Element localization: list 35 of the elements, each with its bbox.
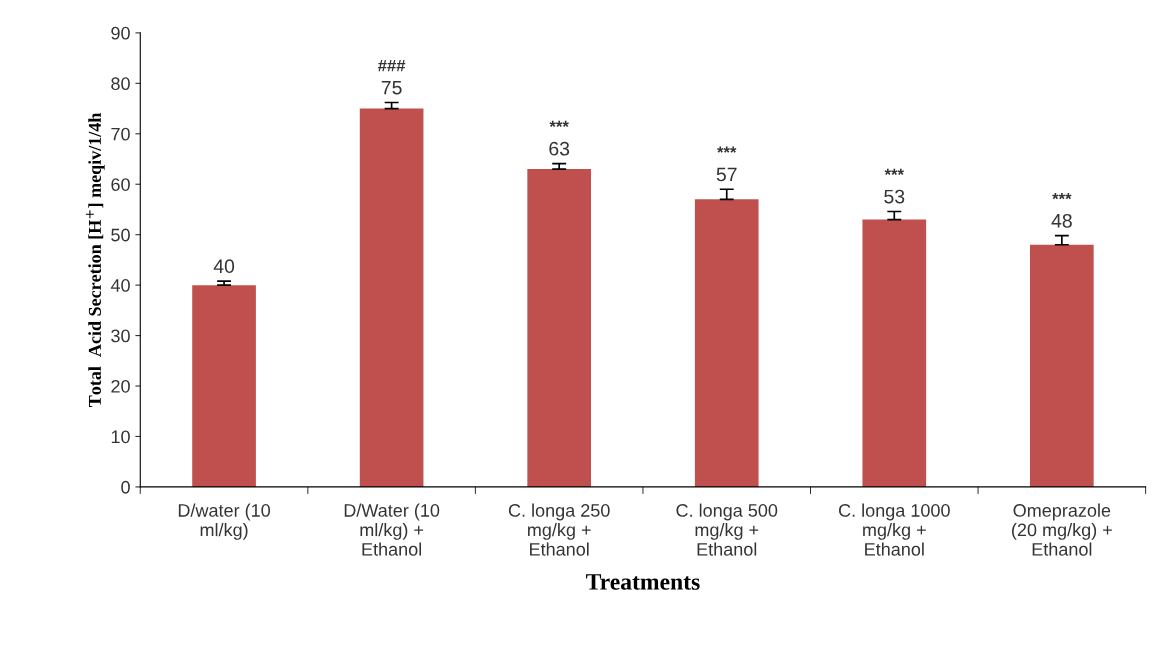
data-label: 53: [884, 189, 905, 204]
bar: [527, 169, 592, 487]
x-tick-label: Omeprazole (20 mg/kg) + Ethanol: [1012, 503, 1112, 556]
data-label: 40: [213, 259, 235, 274]
bar: [1030, 244, 1094, 487]
annotation: ***: [884, 168, 904, 175]
annotation: ###: [378, 59, 406, 72]
y-tick-label: 50: [111, 228, 130, 242]
x-tick-label: C. longa 1000 mg/kg + Ethanol: [838, 503, 950, 556]
y-tick-label: 70: [111, 127, 130, 141]
data-label: 48: [1051, 213, 1072, 228]
x-tick-label: C. longa 500 mg/kg + Ethanol: [676, 503, 778, 556]
y-tick-label: 30: [111, 329, 130, 343]
y-tick-label: 0: [121, 480, 130, 494]
x-axis-title: Treatments: [586, 574, 700, 590]
data-label: 57: [716, 167, 737, 182]
bar: [862, 219, 927, 487]
y-tick-label: 80: [111, 77, 130, 91]
annotation: ***: [717, 146, 737, 153]
x-tick-label: D/water (10 ml/kg): [178, 503, 271, 540]
annotation: ***: [1052, 192, 1072, 200]
data-label: 75: [381, 80, 402, 95]
x-tick-label: C. longa 250 mg/kg + Ethanol: [508, 503, 610, 556]
y-tick-label: 40: [110, 279, 130, 292]
data-label: 63: [549, 141, 570, 156]
bar: [359, 108, 424, 487]
y-axis-title: Total Acid Secretion [H$^{+}$] meqiv/1/4h: [85, 112, 105, 407]
y-tick-label: 90: [111, 26, 130, 40]
x-tick-label: D/Water (10 ml/kg) + Ethanol: [344, 503, 440, 556]
bar: [694, 199, 759, 487]
y-tick-label: 10: [111, 430, 130, 444]
bar: [192, 285, 256, 487]
y-tick-label: 60: [111, 178, 130, 191]
y-tick-label: 20: [111, 379, 130, 393]
annotation: ***: [549, 120, 569, 128]
